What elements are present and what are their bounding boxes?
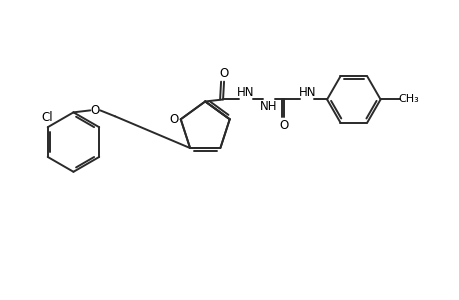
Text: CH₃: CH₃: [397, 94, 418, 104]
Text: HN: HN: [298, 86, 315, 99]
Text: HN: HN: [236, 86, 254, 99]
Text: Cl: Cl: [41, 111, 52, 124]
Text: O: O: [169, 113, 178, 126]
Text: O: O: [278, 119, 287, 132]
Text: O: O: [219, 67, 228, 80]
Text: NH: NH: [259, 100, 277, 113]
Text: O: O: [90, 104, 100, 117]
